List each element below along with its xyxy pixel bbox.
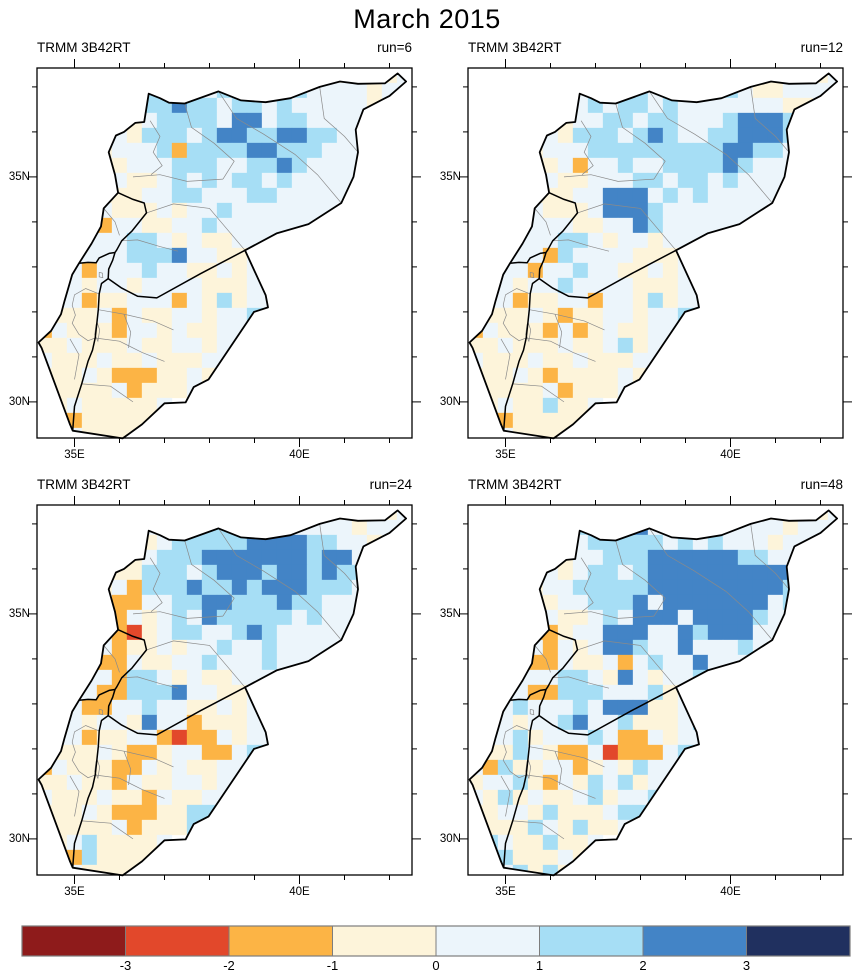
x-axis-label-40E: 40E bbox=[720, 886, 741, 898]
y-axis-label-35N: 35N bbox=[8, 170, 30, 183]
grid-cells bbox=[469, 510, 838, 876]
map-run6 bbox=[28, 59, 421, 447]
panel-run24: TRMM 3B42RT run=24 30N 35N 35E 40E bbox=[9, 477, 426, 898]
country-borders bbox=[468, 509, 838, 877]
axis-ticks bbox=[459, 59, 852, 447]
axis-ticks bbox=[28, 496, 421, 884]
run-label: run=24 bbox=[369, 477, 412, 492]
colorbar-swatches bbox=[21, 925, 851, 957]
colorbar-label--3: -3 bbox=[119, 958, 132, 973]
panel-header: TRMM 3B42RT run=6 bbox=[37, 40, 412, 55]
x-axis-label-35E: 35E bbox=[495, 886, 516, 898]
y-axis-label-30N: 30N bbox=[439, 395, 461, 408]
x-axis-label-35E: 35E bbox=[64, 449, 85, 461]
admin-boundaries bbox=[69, 523, 359, 840]
panel-header: TRMM 3B42RT run=24 bbox=[37, 477, 412, 492]
map-run12 bbox=[459, 59, 852, 447]
grid-cells bbox=[38, 510, 407, 876]
y-axis-label-35N: 35N bbox=[439, 170, 461, 183]
admin-boundaries bbox=[500, 86, 790, 403]
map-frame bbox=[467, 504, 844, 876]
x-axis-label-35E: 35E bbox=[64, 886, 85, 898]
y-axis-label-30N: 30N bbox=[8, 395, 30, 408]
map-frame bbox=[36, 67, 413, 439]
dataset-label: TRMM 3B42RT bbox=[37, 40, 131, 55]
figure-title: March 2015 bbox=[353, 4, 501, 34]
panel-header: TRMM 3B42RT run=12 bbox=[468, 40, 843, 55]
map-run24 bbox=[28, 496, 421, 884]
grid-cells bbox=[469, 73, 838, 439]
colorbar-label-2: 2 bbox=[639, 958, 647, 973]
colorbar-segments bbox=[21, 925, 851, 957]
panel-header: TRMM 3B42RT run=48 bbox=[468, 477, 843, 492]
admin-boundaries bbox=[69, 86, 359, 403]
map-frame bbox=[467, 67, 844, 439]
x-axis-label-40E: 40E bbox=[289, 449, 310, 461]
colorbar-label-3: 3 bbox=[742, 958, 751, 973]
dataset-label: TRMM 3B42RT bbox=[468, 477, 562, 492]
dataset-label: TRMM 3B42RT bbox=[37, 477, 131, 492]
map-run48 bbox=[459, 496, 852, 884]
map-frame bbox=[36, 504, 413, 876]
y-axis-label-30N: 30N bbox=[8, 832, 30, 845]
colorbar-label-1: 1 bbox=[535, 958, 544, 973]
run-label: run=6 bbox=[377, 40, 412, 55]
axis-ticks bbox=[459, 496, 852, 884]
grid-cells bbox=[38, 73, 407, 439]
panel-run48: TRMM 3B42RT run=48 30N 35N 35E 40E bbox=[440, 477, 854, 898]
x-axis-label-35E: 35E bbox=[495, 449, 516, 461]
y-axis-label-35N: 35N bbox=[8, 607, 30, 620]
panel-run6: TRMM 3B42RT run=6 30N 35N 35E 40E bbox=[9, 40, 426, 461]
run-label: run=48 bbox=[800, 477, 843, 492]
colorbar-label--1: -1 bbox=[326, 958, 339, 973]
country-borders bbox=[37, 509, 407, 877]
panel-run12: TRMM 3B42RT run=12 30N 35N 35E 40E bbox=[440, 40, 854, 461]
x-axis-label-40E: 40E bbox=[289, 886, 310, 898]
colorbar-label-0: 0 bbox=[432, 958, 440, 973]
country-borders bbox=[37, 72, 407, 440]
x-axis-label-40E: 40E bbox=[720, 449, 741, 461]
colorbar-label--2: -2 bbox=[223, 958, 235, 973]
y-axis-label-30N: 30N bbox=[439, 832, 461, 845]
dataset-label: TRMM 3B42RT bbox=[468, 40, 562, 55]
run-label: run=12 bbox=[800, 40, 843, 55]
axis-ticks bbox=[28, 59, 421, 447]
country-borders bbox=[468, 72, 838, 440]
y-axis-label-35N: 35N bbox=[439, 607, 461, 620]
colorbar-legend: -3 -2 -1 0 1 2 3 bbox=[21, 924, 853, 973]
